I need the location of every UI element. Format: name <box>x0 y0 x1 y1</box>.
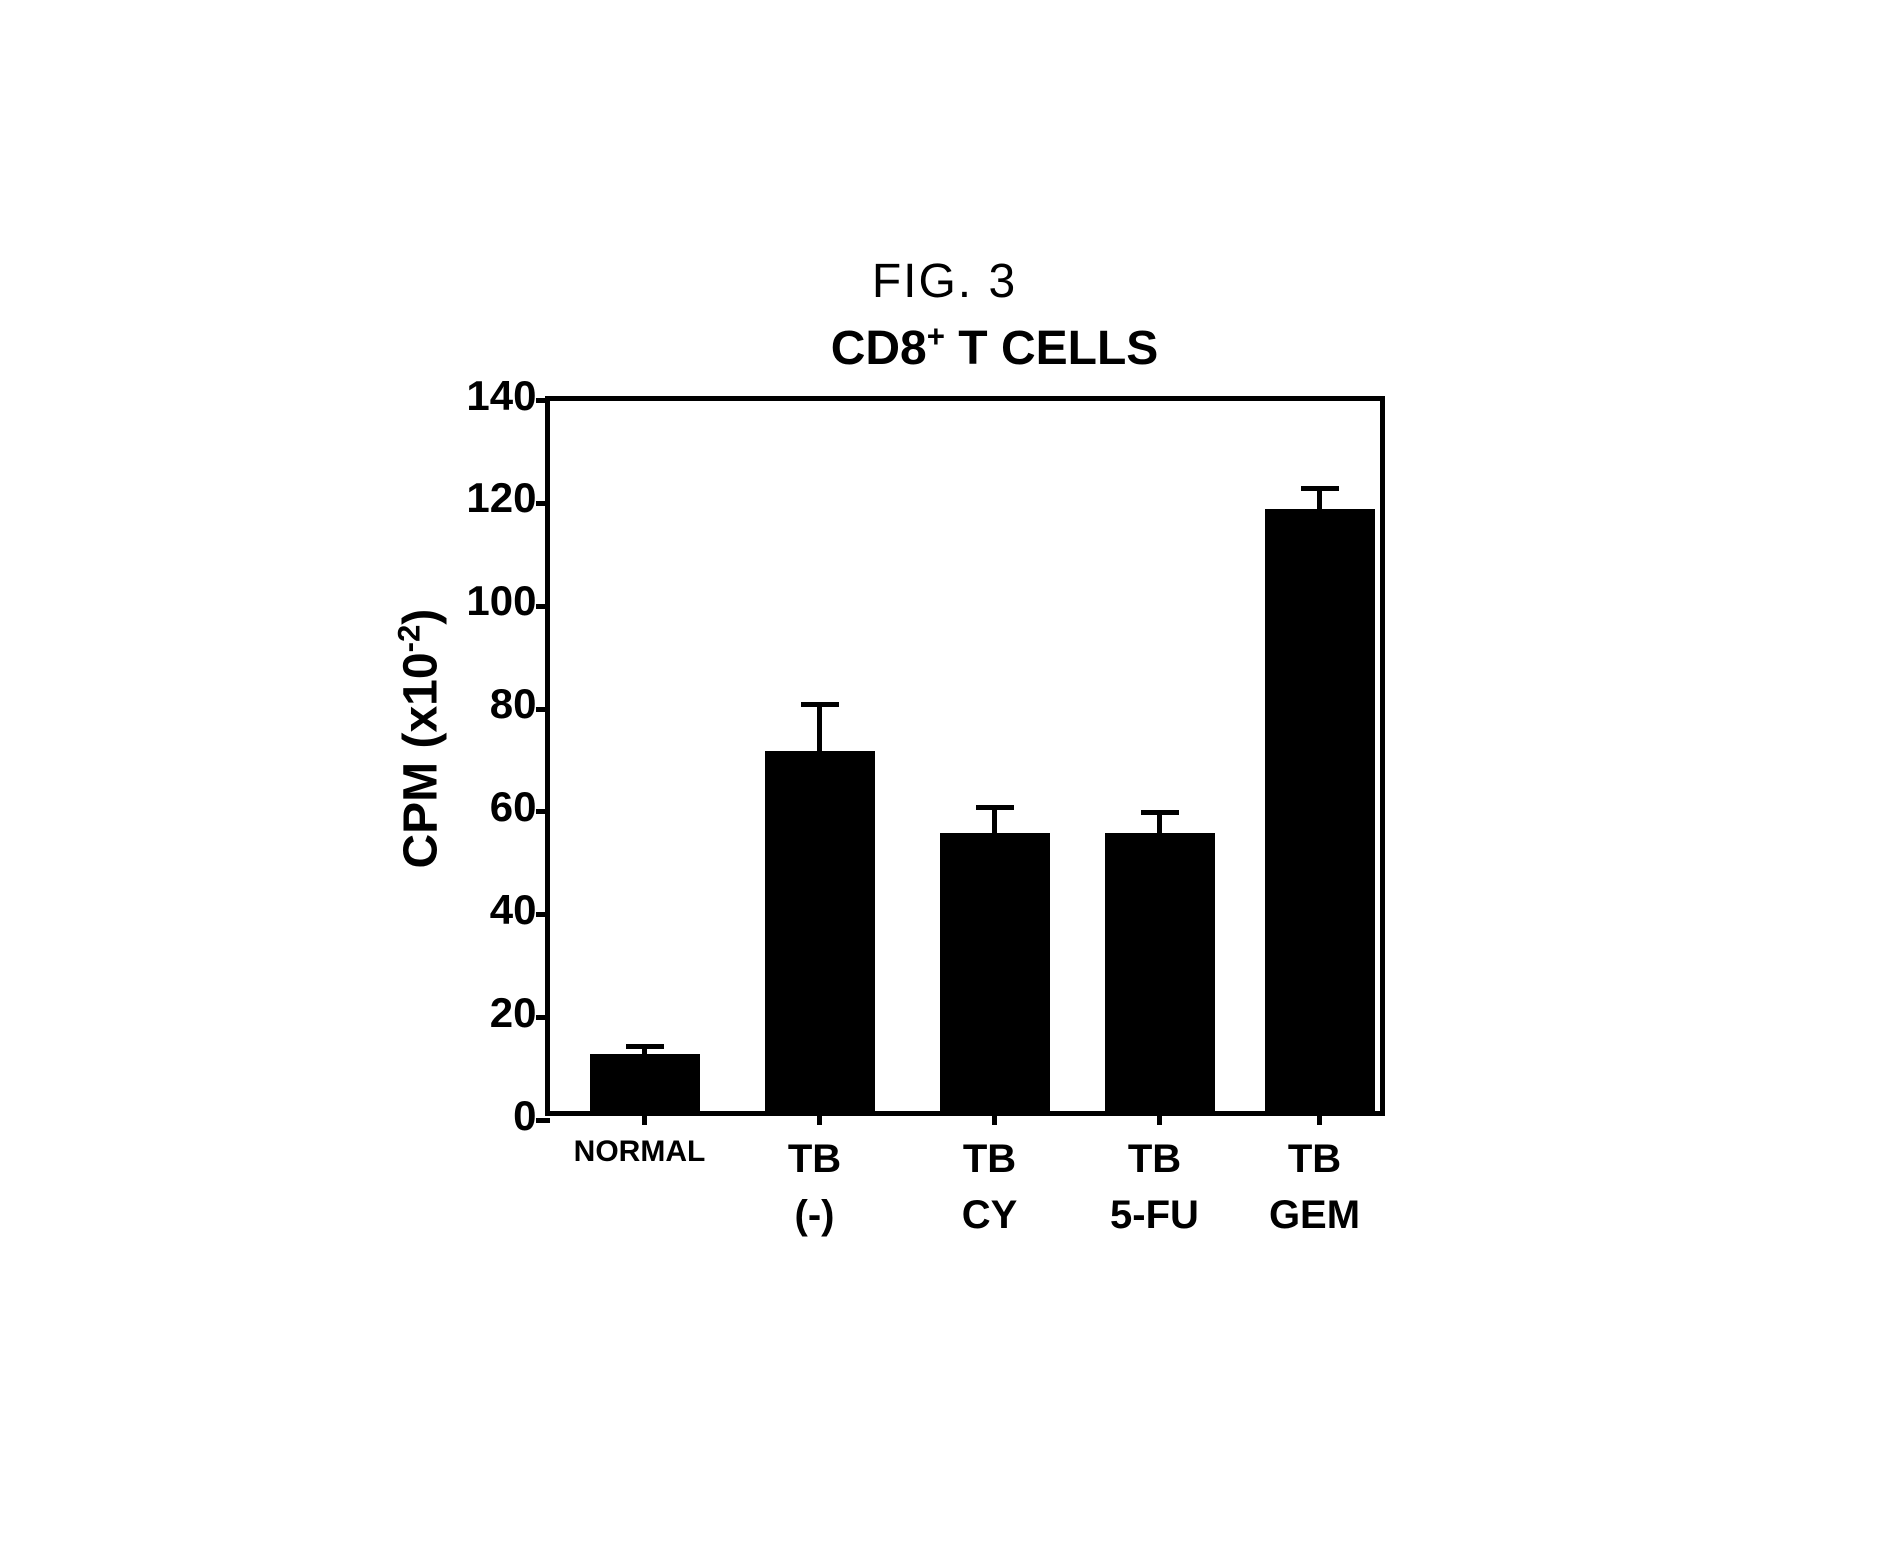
y-axis-label: CPM (x10-2) <box>391 818 448 868</box>
x-label-line1: TB <box>900 1131 1080 1187</box>
x-label-line1: TB <box>1065 1131 1245 1187</box>
figure-caption: FIG. 3 <box>395 254 1495 309</box>
bar <box>940 833 1050 1111</box>
bar <box>1105 833 1215 1111</box>
y-axis-ticks: 020406080100120140 <box>445 396 545 1116</box>
x-tick-mark <box>992 1111 997 1125</box>
y-tick-label: 20 <box>490 992 537 1034</box>
plot-box <box>545 396 1385 1116</box>
error-bar-stem <box>992 807 997 833</box>
x-axis-labels: NORMALTB(-)TBCYTB5-FUTBGEM <box>545 1131 1385 1291</box>
x-tick-mark <box>1317 1111 1322 1125</box>
error-bar-cap <box>976 805 1014 810</box>
title-sup: + <box>927 319 945 354</box>
y-tick-mark <box>536 398 550 403</box>
y-tick-label: 40 <box>490 889 537 931</box>
ylabel-prefix: CPM (x10 <box>394 652 447 868</box>
ylabel-suffix: ) <box>394 608 447 624</box>
x-tick-label: TBGEM <box>1225 1131 1405 1243</box>
error-bar-cap <box>1141 810 1179 815</box>
y-tick-mark <box>536 809 550 814</box>
x-tick-label: TB(-) <box>725 1131 905 1243</box>
y-tick-label: 120 <box>466 477 536 519</box>
y-tick-label: 100 <box>466 580 536 622</box>
ylabel-sup: -2 <box>391 624 426 652</box>
error-bar-cap <box>626 1044 664 1049</box>
error-bar-cap <box>801 702 839 707</box>
chart-area: CPM (x10-2) 020406080100120140 NORMALTB(… <box>395 396 1495 1291</box>
x-tick-label: TBCY <box>900 1131 1080 1243</box>
y-tick-label: 0 <box>513 1095 536 1137</box>
bar <box>765 751 875 1111</box>
error-bar-stem <box>1317 488 1322 509</box>
error-bar-stem <box>817 704 822 750</box>
y-tick-mark <box>536 707 550 712</box>
plot-row: 020406080100120140 <box>445 396 1385 1116</box>
x-tick-mark <box>817 1111 822 1125</box>
title-suffix: T CELLS <box>945 322 1158 375</box>
bar <box>1265 509 1375 1111</box>
error-bar-stem <box>1157 812 1162 833</box>
y-tick-mark <box>536 912 550 917</box>
y-tick-mark <box>536 1015 550 1020</box>
title-prefix: CD8 <box>831 322 927 375</box>
x-tick-label: NORMAL <box>550 1131 730 1173</box>
x-label-line2: CY <box>900 1187 1080 1243</box>
y-tick-label: 140 <box>466 375 536 417</box>
x-label-line1: NORMAL <box>550 1131 730 1173</box>
x-label-line2: 5-FU <box>1065 1187 1245 1243</box>
chart-title: CD8+ T CELLS <box>495 319 1495 376</box>
x-label-line2: GEM <box>1225 1187 1405 1243</box>
chart-wrapper: FIG. 3 CD8+ T CELLS CPM (x10-2) 02040608… <box>395 254 1495 1291</box>
x-tick-label: TB5-FU <box>1065 1131 1245 1243</box>
plot-container: 020406080100120140 NORMALTB(-)TBCYTB5-FU… <box>445 396 1385 1291</box>
y-tick-mark <box>536 501 550 506</box>
error-bar-cap <box>1301 486 1339 491</box>
bar <box>590 1054 700 1111</box>
y-tick-mark <box>536 604 550 609</box>
x-label-line1: TB <box>1225 1131 1405 1187</box>
x-label-line2: (-) <box>725 1187 905 1243</box>
y-tick-label: 60 <box>490 786 537 828</box>
y-tick-mark <box>536 1118 550 1123</box>
x-tick-mark <box>1157 1111 1162 1125</box>
x-label-line1: TB <box>725 1131 905 1187</box>
y-tick-label: 80 <box>490 683 537 725</box>
x-tick-mark <box>642 1111 647 1125</box>
